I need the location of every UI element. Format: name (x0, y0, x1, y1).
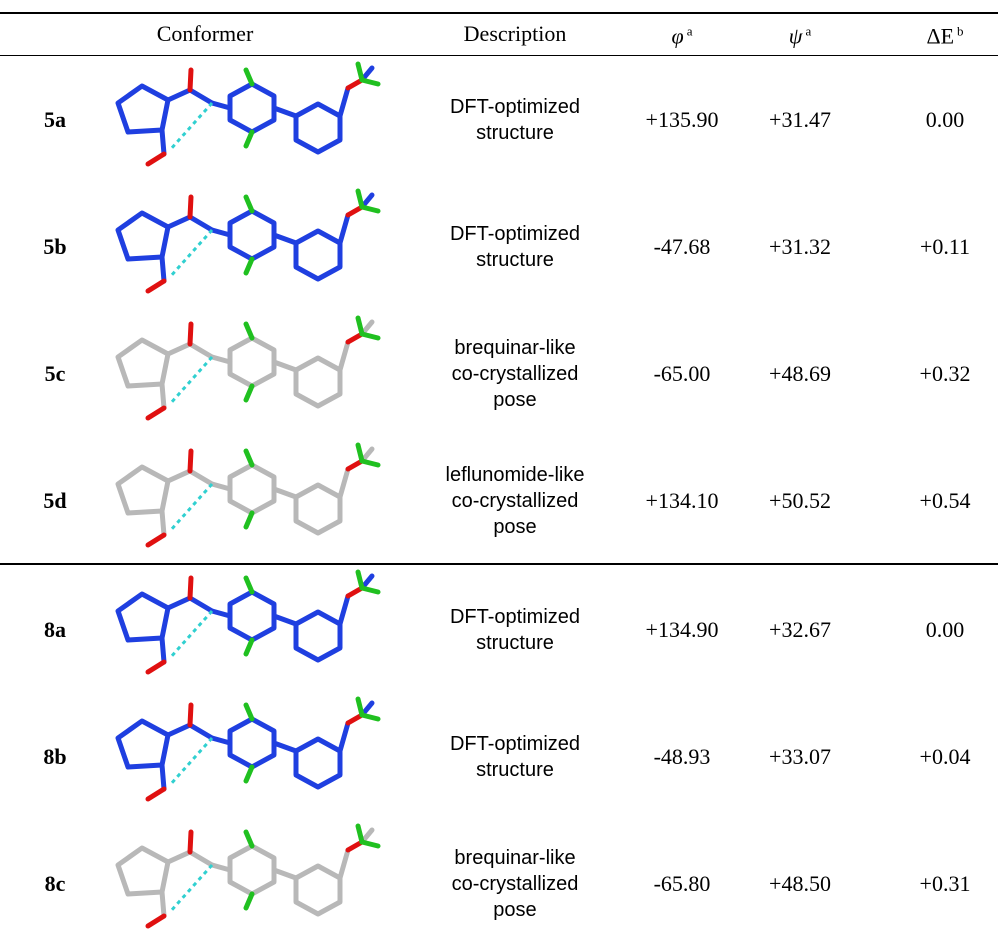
psi-value: +31.32 (769, 234, 831, 260)
header-conformer: Conformer (157, 21, 254, 47)
de-symbol: ΔE (926, 24, 954, 49)
description-line: structure (450, 757, 580, 783)
de-value: +0.11 (920, 234, 970, 260)
phi-value: -48.93 (654, 744, 711, 770)
phi-value: -65.00 (654, 361, 711, 387)
description-line: structure (450, 120, 580, 146)
description-line: pose (446, 514, 585, 540)
de-value: 0.00 (926, 107, 965, 133)
psi-value: +48.69 (769, 361, 831, 387)
de-value: 0.00 (926, 617, 965, 643)
description-line: co-crystallized (446, 488, 585, 514)
phi-value: -65.80 (654, 871, 711, 897)
psi-value: +48.50 (769, 871, 831, 897)
psi-value: +33.07 (769, 744, 831, 770)
molecule-8c (100, 820, 390, 940)
molecule-5b (100, 185, 390, 305)
description-line: DFT-optimized (450, 731, 580, 757)
phi-value: +134.90 (646, 617, 719, 643)
psi-sup: a (805, 23, 811, 38)
description-line: co-crystallized (452, 361, 579, 387)
phi-value: +134.10 (646, 488, 719, 514)
phi-sup: a (687, 23, 693, 38)
molecule-5d (100, 439, 390, 559)
molecule-8a (100, 566, 390, 686)
de-value: +0.32 (920, 361, 971, 387)
de-sup: b (957, 23, 964, 38)
description-line: leflunomide-like (446, 462, 585, 488)
conformer-id: 5b (43, 234, 66, 260)
description-line: DFT-optimized (450, 221, 580, 247)
molecule-5a (100, 58, 390, 178)
psi-value: +32.67 (769, 617, 831, 643)
de-value: +0.31 (920, 871, 971, 897)
description-line: structure (450, 247, 580, 273)
page: Conformer Description φa ψa ΔEb (() => {… (0, 0, 998, 950)
top-rule (0, 12, 998, 14)
psi-value: +31.47 (769, 107, 831, 133)
phi-symbol: φ (672, 24, 684, 49)
description-line: brequinar-like (452, 845, 579, 871)
molecule-8b (100, 693, 390, 813)
description-line: pose (452, 897, 579, 923)
description-line: DFT-optimized (450, 604, 580, 630)
conformer-id: 8a (44, 617, 66, 643)
description-line: co-crystallized (452, 871, 579, 897)
phi-value: +135.90 (646, 107, 719, 133)
conformer-id: 5d (43, 488, 66, 514)
phi-value: -47.68 (654, 234, 711, 260)
header-description: Description (464, 21, 567, 47)
group-rule (0, 563, 998, 565)
conformer-id: 8c (45, 871, 66, 897)
conformer-id: 8b (43, 744, 66, 770)
description-line: DFT-optimized (450, 94, 580, 120)
psi-value: +50.52 (769, 488, 831, 514)
molecule-5c (100, 312, 390, 432)
conformer-id: 5a (44, 107, 66, 133)
de-value: +0.54 (920, 488, 971, 514)
de-value: +0.04 (920, 744, 971, 770)
description-line: pose (452, 387, 579, 413)
psi-symbol: ψ (789, 24, 803, 49)
conformer-id: 5c (45, 361, 66, 387)
description-line: brequinar-like (452, 335, 579, 361)
description-line: structure (450, 630, 580, 656)
header-rule (0, 55, 998, 56)
